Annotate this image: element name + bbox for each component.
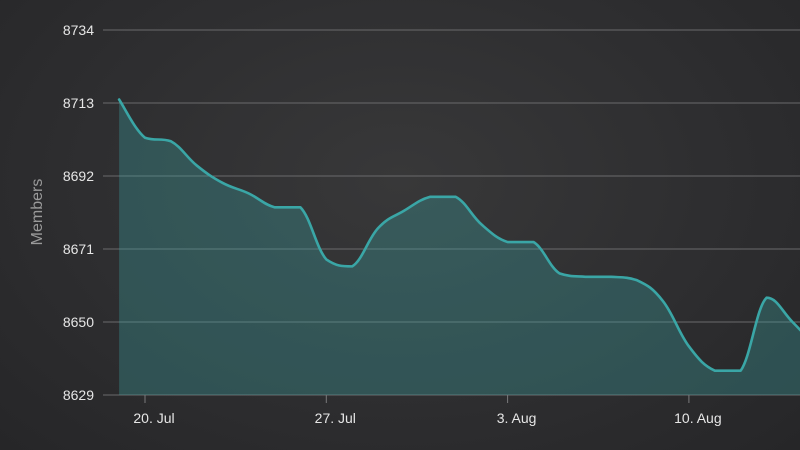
- data-point: [428, 195, 432, 199]
- y-tick-label: 8713: [63, 95, 94, 111]
- data-point: [376, 226, 380, 230]
- series-area: [119, 99, 800, 395]
- data-point: [117, 98, 121, 102]
- data-point: [635, 278, 639, 282]
- data-point: [791, 320, 795, 324]
- x-tick-label: 3. Aug: [497, 410, 537, 426]
- y-tick-label: 8692: [63, 168, 94, 184]
- data-point: [557, 271, 561, 275]
- data-point: [298, 205, 302, 209]
- y-axis-title: Members: [29, 179, 46, 246]
- y-tick-label: 8671: [63, 241, 94, 257]
- data-point: [532, 240, 536, 244]
- series-line: [117, 98, 800, 372]
- data-point: [609, 275, 613, 279]
- grid-layer: [103, 29, 800, 396]
- y-tick-label: 8734: [63, 22, 94, 38]
- data-point: [739, 369, 743, 373]
- data-point: [195, 164, 199, 168]
- data-point: [350, 264, 354, 268]
- data-point: [247, 191, 251, 195]
- data-point: [765, 296, 769, 300]
- x-tick-label: 10. Aug: [674, 410, 722, 426]
- x-tick-label: 20. Jul: [133, 410, 174, 426]
- x-tick-label: 27. Jul: [315, 410, 356, 426]
- data-point: [687, 344, 691, 348]
- data-point: [713, 369, 717, 373]
- data-point: [480, 223, 484, 227]
- data-point: [402, 209, 406, 213]
- series-layer: [117, 98, 800, 395]
- data-point: [506, 240, 510, 244]
- data-point: [221, 181, 225, 185]
- y-tick-label: 8629: [63, 387, 94, 403]
- data-point: [454, 195, 458, 199]
- data-point: [273, 205, 277, 209]
- y-axis: 8629 8650 8671 8692 8713 8734: [63, 22, 94, 403]
- x-axis: 20. Jul 27. Jul 3. Aug 10. Aug: [133, 395, 722, 426]
- data-point: [169, 139, 173, 143]
- data-point: [583, 275, 587, 279]
- y-tick-label: 8650: [63, 314, 94, 330]
- data-point: [324, 257, 328, 261]
- data-point: [661, 299, 665, 303]
- data-point: [143, 136, 147, 140]
